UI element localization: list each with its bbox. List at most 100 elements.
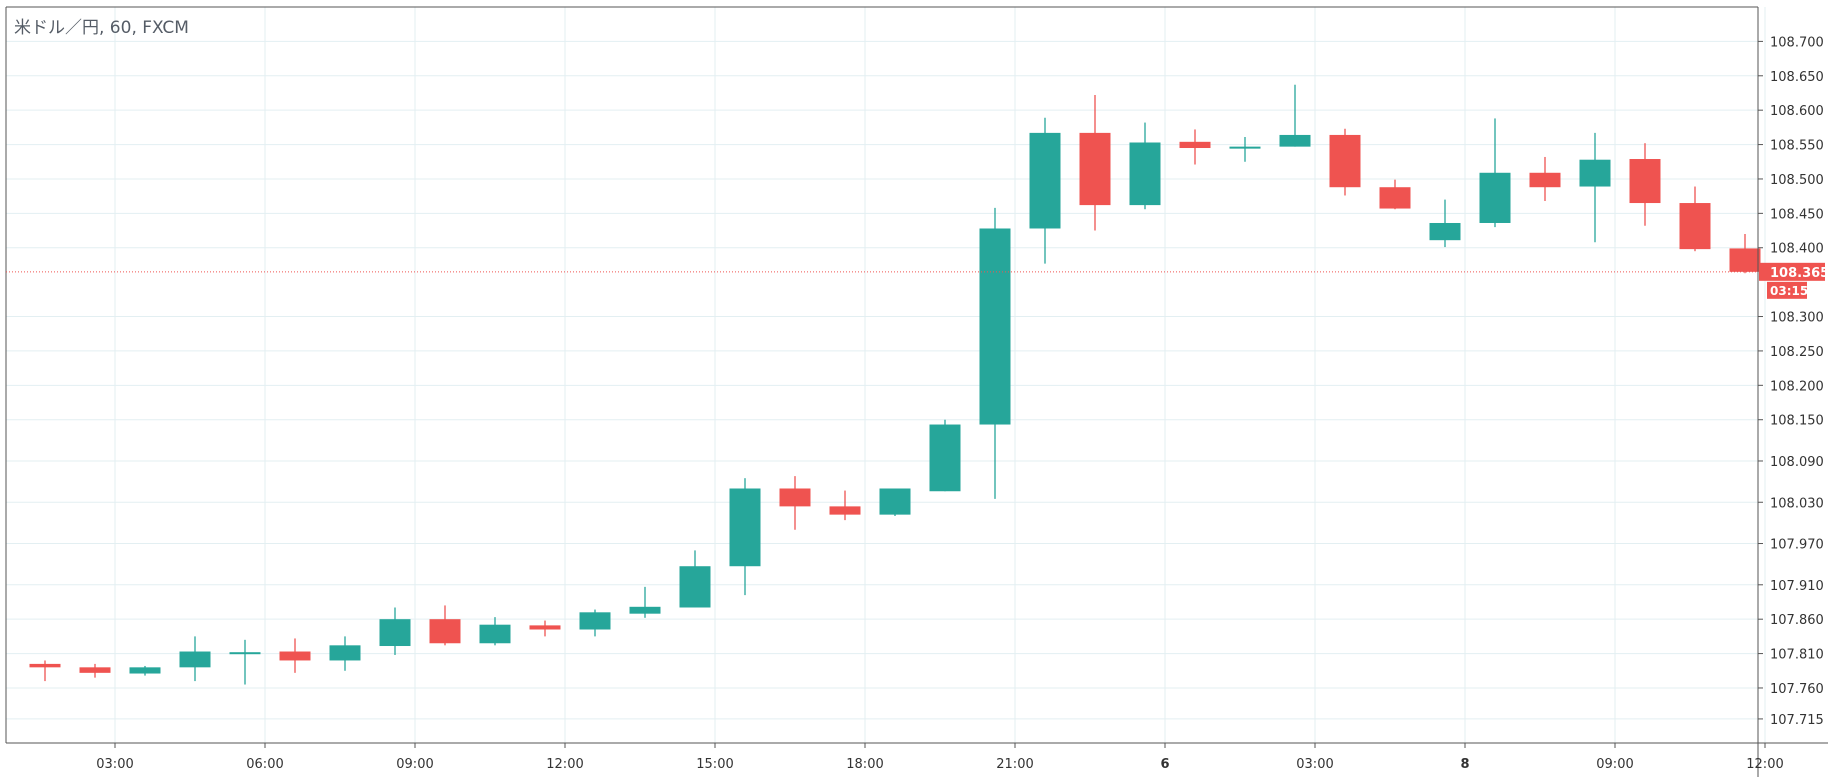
x-tick-label: 8 <box>1460 757 1469 772</box>
countdown-label: 03:15 <box>1770 284 1808 298</box>
candle <box>1379 179 1411 210</box>
candle <box>1229 137 1261 162</box>
candle <box>179 636 211 682</box>
y-tick-label: 108.500 <box>1770 173 1824 188</box>
candle-body <box>429 619 461 644</box>
last-price-marker: 108.365 03:15 <box>6 262 1828 299</box>
candle-body <box>1179 141 1211 149</box>
x-tick-label: 15:00 <box>696 757 733 772</box>
y-tick-label: 107.715 <box>1770 713 1824 728</box>
y-tick-label: 108.030 <box>1770 496 1824 511</box>
y-tick-label: 108.400 <box>1770 242 1824 257</box>
candle <box>529 620 561 637</box>
candle-body <box>979 228 1011 425</box>
y-tick-label: 108.700 <box>1770 35 1824 50</box>
last-price-label: 108.365 <box>1770 266 1828 281</box>
y-tick-label: 108.550 <box>1770 139 1824 154</box>
candle-body <box>579 612 611 630</box>
candle <box>629 586 661 618</box>
candle-body <box>1329 134 1361 188</box>
y-tick-label: 108.150 <box>1770 414 1824 429</box>
candle-body <box>629 606 661 614</box>
candle-body <box>229 652 261 655</box>
last-price-badge <box>1759 262 1825 281</box>
candle <box>1629 143 1661 226</box>
y-tick-label: 108.650 <box>1770 70 1824 85</box>
candle <box>429 605 461 646</box>
candle-body <box>29 663 61 668</box>
candle-body <box>1229 146 1261 149</box>
y-tick-label: 107.910 <box>1770 579 1824 594</box>
candle-body <box>1079 132 1111 206</box>
candle <box>1279 84 1311 147</box>
candle-body <box>1479 172 1511 223</box>
y-tick-label: 107.860 <box>1770 613 1824 628</box>
y-tick-label: 108.300 <box>1770 311 1824 326</box>
symbol-legend: 米ドル／円, 60, FXCM <box>14 18 189 38</box>
candle-body <box>779 488 811 507</box>
x-tick-label: 18:00 <box>846 757 883 772</box>
candle-body <box>479 624 511 644</box>
grid-layer <box>6 7 1766 743</box>
y-tick-label: 108.250 <box>1770 345 1824 360</box>
candle-body <box>1029 132 1061 229</box>
candle <box>1429 199 1461 248</box>
candle <box>279 638 311 673</box>
x-tick-label: 09:00 <box>1596 757 1633 772</box>
candle-body <box>179 651 211 668</box>
candle <box>979 207 1011 499</box>
candle-body <box>679 566 711 608</box>
candle <box>379 607 411 655</box>
candle <box>329 636 361 671</box>
candle-body <box>529 625 561 630</box>
candle <box>1729 233 1761 274</box>
candle <box>829 490 861 521</box>
candle-body <box>1529 172 1561 188</box>
x-tick-label: 12:00 <box>546 757 583 772</box>
y-tick-label: 107.810 <box>1770 648 1824 663</box>
candle <box>679 550 711 608</box>
candle-body <box>879 488 911 515</box>
y-tick-label: 108.600 <box>1770 104 1824 119</box>
y-tick-label: 108.090 <box>1770 455 1824 470</box>
candle <box>1179 129 1211 165</box>
candle-body <box>379 619 411 647</box>
candle-body <box>79 667 111 673</box>
candle-body <box>929 424 961 492</box>
candle <box>1479 118 1511 228</box>
candle <box>229 639 261 685</box>
candle-body <box>1129 142 1161 206</box>
x-tick-label: 6 <box>1160 757 1169 772</box>
candle-body <box>1429 222 1461 241</box>
x-tick-label: 21:00 <box>996 757 1033 772</box>
frame-layer <box>5 6 1828 777</box>
candle <box>1529 156 1561 201</box>
candle <box>29 660 61 682</box>
countdown-badge <box>1767 281 1807 299</box>
candle-body <box>279 651 311 661</box>
candle <box>79 663 111 678</box>
candle <box>1129 122 1161 210</box>
y-tick-label: 108.200 <box>1770 379 1824 394</box>
candle-body <box>1729 248 1761 272</box>
candle <box>1579 132 1611 243</box>
y-axis: 108.700 108.650 108.600 108.550 108.500 108.4… <box>1758 35 1824 728</box>
candle <box>1679 186 1711 252</box>
x-tick-label: 09:00 <box>396 757 433 772</box>
y-tick-label: 107.970 <box>1770 538 1824 553</box>
candle-body <box>1279 134 1311 147</box>
x-tick-label: 03:00 <box>96 757 133 772</box>
candle <box>579 609 611 637</box>
candle <box>779 476 811 530</box>
candle <box>929 419 961 492</box>
x-tick-label: 06:00 <box>246 757 283 772</box>
candle <box>479 617 511 646</box>
candle-body <box>1629 159 1661 204</box>
candle-body <box>329 645 361 661</box>
candle-body <box>1579 159 1611 187</box>
candle <box>1029 117 1061 264</box>
candle <box>879 488 911 517</box>
x-tick-label: 03:00 <box>1296 757 1333 772</box>
